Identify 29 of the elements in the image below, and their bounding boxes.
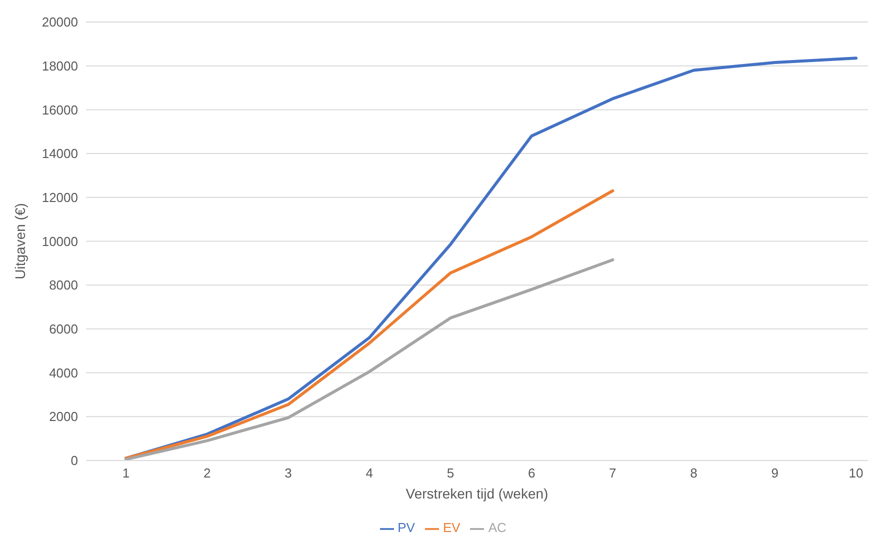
- x-tick-label: 5: [446, 466, 454, 481]
- x-tick-label: 6: [528, 466, 536, 481]
- y-tick-label: 14000: [42, 146, 78, 162]
- x-tick-label: 2: [203, 466, 211, 481]
- x-tick-label: 8: [690, 466, 698, 481]
- y-tick-label: 0: [70, 453, 78, 468]
- x-tick-label: 3: [284, 466, 292, 481]
- x-tick-label: 4: [366, 466, 373, 481]
- y-tick-label: 12000: [42, 190, 78, 205]
- y-tick-label: 20000: [42, 14, 78, 30]
- legend-label: PV: [398, 520, 415, 536]
- legend-label: EV: [442, 520, 460, 536]
- y-tick-label: 8000: [49, 278, 78, 293]
- x-tick-label: 1: [122, 466, 130, 481]
- y-tick-label: 2000: [49, 409, 78, 424]
- y-tick-label: 18000: [42, 58, 78, 74]
- line-series: [124, 189, 614, 460]
- x-tick-label: 9: [771, 466, 779, 481]
- y-axis-title: Uitgaven (€): [12, 203, 28, 280]
- y-tick-label: 4000: [49, 365, 78, 380]
- x-tick-label: 10: [848, 466, 864, 481]
- y-tick-label: 16000: [42, 102, 78, 118]
- legend-label: AC: [488, 520, 506, 536]
- y-tick-label: 6000: [49, 322, 78, 337]
- line-series: [124, 258, 614, 460]
- line-series: [124, 56, 858, 460]
- y-tick-label: 10000: [42, 234, 78, 249]
- x-axis-title: Verstreken tijd (weken): [406, 485, 548, 502]
- x-tick-label: 7: [609, 466, 616, 481]
